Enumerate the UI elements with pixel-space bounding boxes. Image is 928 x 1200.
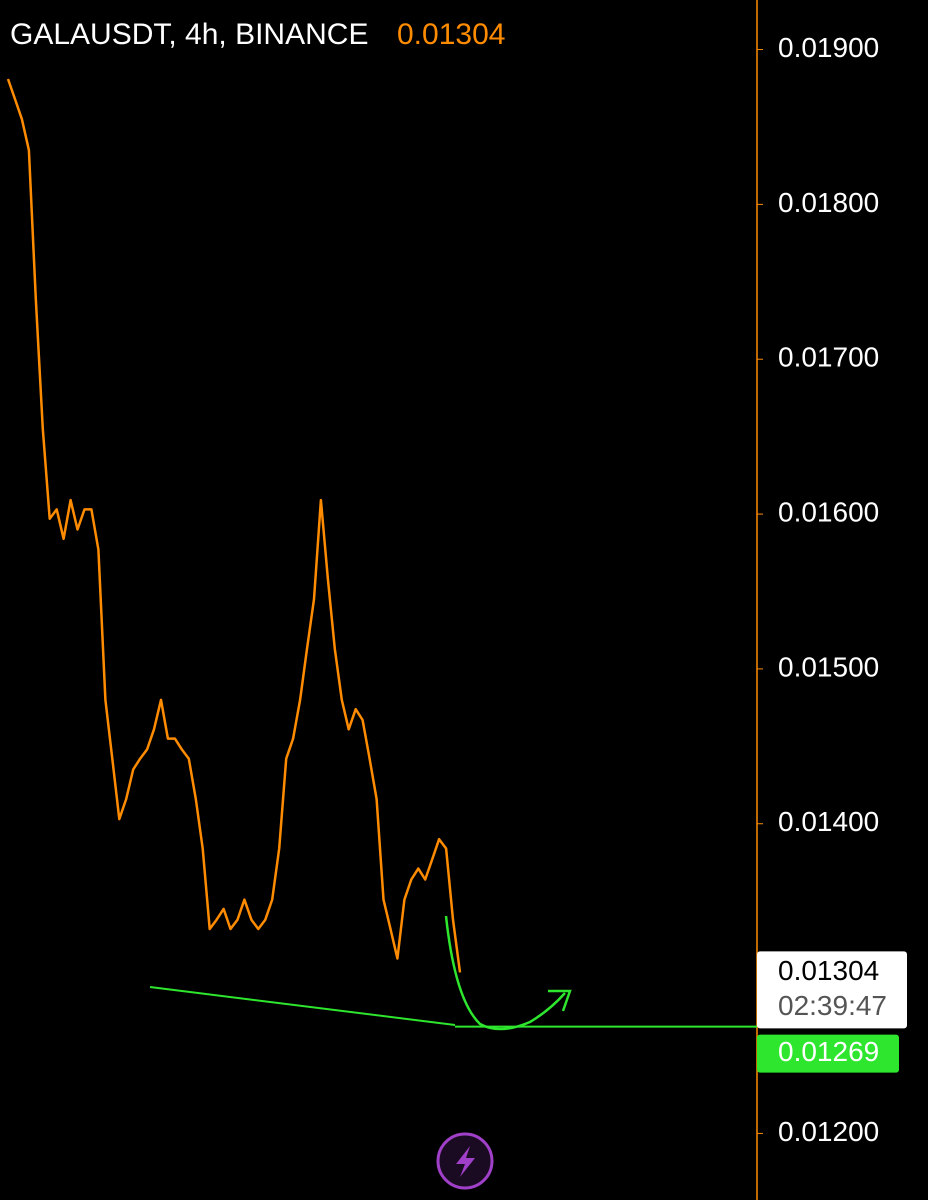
alert-label-box <box>757 1034 899 1073</box>
countdown: 02:39:47 <box>778 990 887 1021</box>
y-tick-label: 0.01900 <box>778 32 879 63</box>
curve-arrow <box>444 915 566 1031</box>
icon <box>436 1132 494 1190</box>
y-tick-label: 0.01600 <box>778 496 879 527</box>
alert-label: 0.01269 <box>778 1036 879 1067</box>
chart-title: GALAUSDT, 4h, BINANCE <box>10 18 368 51</box>
arrow-head <box>548 989 572 1012</box>
y-tick-label: 0.01500 <box>778 651 879 682</box>
price-label-box <box>757 951 907 1029</box>
y-tick-label: 0.01400 <box>778 806 879 837</box>
y-tick-label: 0.01700 <box>778 342 879 373</box>
y-tick-label: 0.01800 <box>778 187 879 218</box>
price-line <box>6 78 462 973</box>
header-price: 0.01304 <box>397 18 505 51</box>
price-label: 0.01304 <box>778 955 879 986</box>
trend-line <box>149 986 456 1026</box>
y-tick-label: 0.01200 <box>778 1116 879 1147</box>
